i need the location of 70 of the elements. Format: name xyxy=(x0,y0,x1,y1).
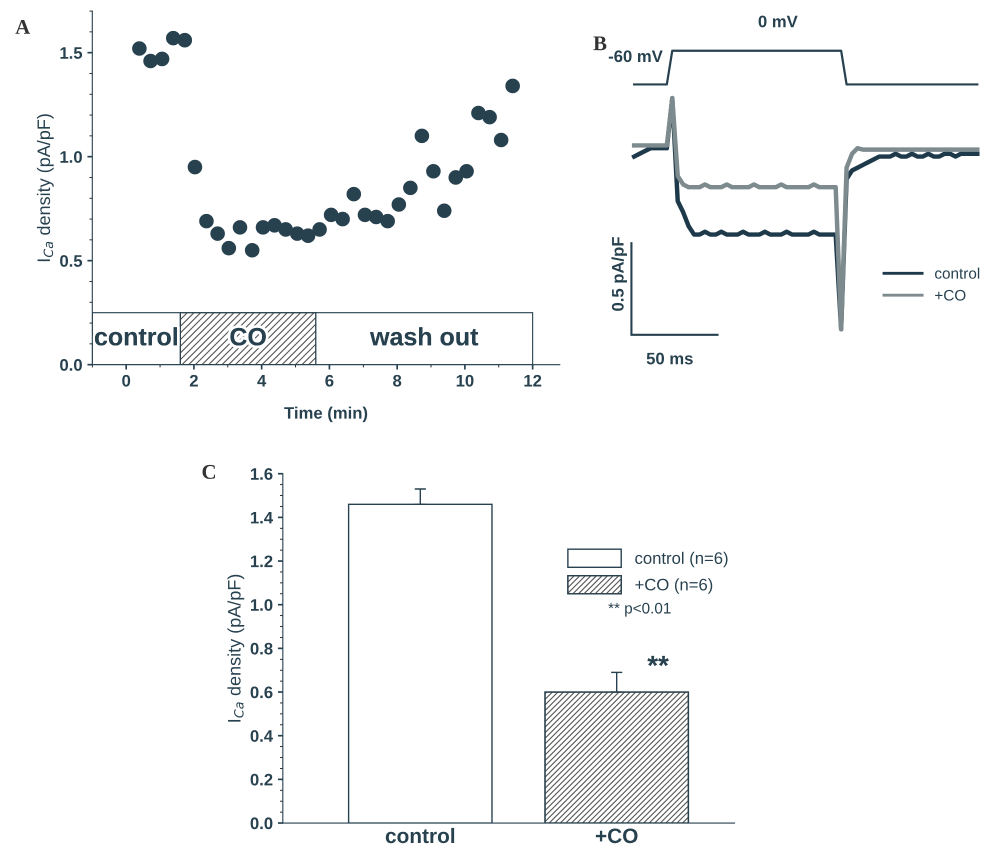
chart-title: A xyxy=(15,20,30,34)
annotation: ** xyxy=(647,656,669,666)
annotation: -60 mV xyxy=(608,50,663,62)
y-tick-label: 1.6 xyxy=(250,468,272,480)
legend-label: +CO (n=6) xyxy=(635,578,712,594)
y-axis-title: I$_{Ca}$ density (pA/pF) xyxy=(227,574,244,722)
point xyxy=(199,214,214,228)
x-tick-label: 4 xyxy=(257,374,266,386)
x-axis-title: Time (min) xyxy=(284,406,368,422)
chart-title: C xyxy=(202,464,215,479)
point xyxy=(335,212,350,226)
point xyxy=(459,164,474,179)
chart-title: B xyxy=(593,36,606,50)
point xyxy=(403,180,418,196)
band-label: control xyxy=(94,327,177,346)
annotation: ** p<0.01 xyxy=(608,602,671,617)
point xyxy=(154,52,170,66)
point xyxy=(494,132,508,148)
x-tick-label: 6 xyxy=(325,374,334,387)
text: 0.5 pA/pF xyxy=(611,237,627,311)
point xyxy=(300,228,316,243)
point xyxy=(448,170,464,185)
point xyxy=(166,30,181,46)
point xyxy=(380,214,395,228)
point xyxy=(368,210,384,224)
text: control (n=6) xyxy=(635,552,728,568)
point xyxy=(471,106,486,120)
y-tick-label: 0.8 xyxy=(250,642,273,655)
x-tick-label: 12 xyxy=(524,374,542,386)
point xyxy=(426,164,441,179)
x-tick-label: 0 xyxy=(122,374,130,387)
y-axis-title: I$_{Ca}$ density (pA/pF) xyxy=(36,114,54,262)
point xyxy=(482,110,497,124)
legend-label: +CO xyxy=(935,290,966,301)
point xyxy=(278,222,293,237)
point xyxy=(505,78,520,94)
y-tick-label: 0.5 xyxy=(60,255,82,267)
point xyxy=(222,240,236,256)
point xyxy=(232,220,248,235)
point xyxy=(132,41,147,56)
band-label: wash out xyxy=(370,327,478,346)
point xyxy=(392,197,406,212)
point xyxy=(244,242,260,258)
y-tick-label: 1.0 xyxy=(250,599,272,611)
y-tick-label: 1.4 xyxy=(250,512,274,524)
text: 50 ms xyxy=(646,352,693,364)
point xyxy=(346,186,362,202)
y-tick-label: 1.5 xyxy=(60,47,82,59)
y-tick-label: 0.4 xyxy=(250,730,274,742)
point xyxy=(256,220,270,235)
x-tick-label: 2 xyxy=(190,374,198,386)
point xyxy=(267,218,282,233)
point xyxy=(414,128,430,144)
point xyxy=(210,226,225,241)
point xyxy=(324,208,338,222)
point xyxy=(436,203,452,218)
x-tick-label: 10 xyxy=(456,374,474,387)
y-tick-label: 0.6 xyxy=(250,686,272,698)
legend-label: control xyxy=(935,268,980,279)
point xyxy=(312,222,327,237)
y-tick-label: 0.0 xyxy=(60,359,82,371)
text: 0 mV xyxy=(758,16,798,28)
point xyxy=(188,160,202,174)
y-tick-label: 0.0 xyxy=(250,817,272,830)
point xyxy=(177,32,192,48)
x-tick-label: 8 xyxy=(393,374,402,387)
y-tick-label: 0.2 xyxy=(250,774,272,786)
point xyxy=(143,54,158,68)
y-tick-label: 1.2 xyxy=(250,555,272,568)
y-tick-label: 1.0 xyxy=(60,151,82,163)
